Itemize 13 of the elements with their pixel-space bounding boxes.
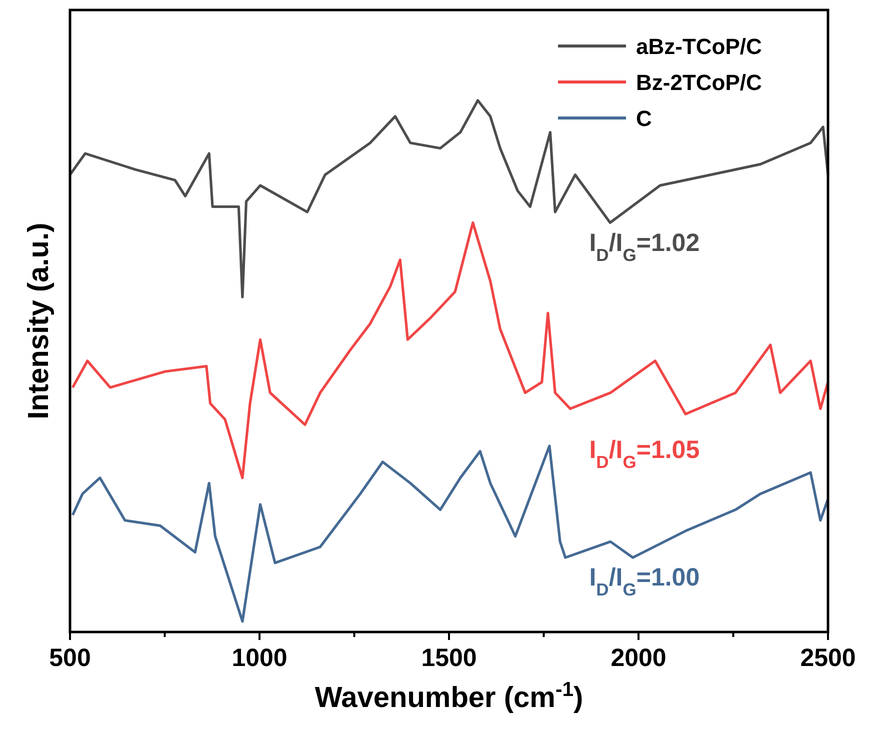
annotation: I$_{D}$/I$_{G}$=1.00 bbox=[589, 564, 700, 600]
x-tick-label: 2500 bbox=[800, 644, 856, 672]
legend-label: aBz-TCoP/C bbox=[636, 34, 762, 59]
legend-label: C bbox=[636, 106, 652, 131]
legend-label: Bz-2TCoP/C bbox=[636, 70, 762, 95]
x-tick-label: 500 bbox=[49, 644, 91, 672]
annotation: I$_{D}$/I$_{G}$=1.02 bbox=[589, 228, 700, 265]
x-tick-label: 1500 bbox=[421, 644, 477, 672]
annotation: I$_{D}$/I$_{G}$=1.05 bbox=[589, 436, 700, 472]
x-tick-label: 2000 bbox=[610, 644, 666, 672]
y-axis-title: Intensity (a.u.) bbox=[23, 222, 55, 420]
x-axis-title: Wavenumber (cm$^{-1}$) bbox=[314, 679, 584, 714]
x-tick-label: 1000 bbox=[232, 644, 288, 672]
